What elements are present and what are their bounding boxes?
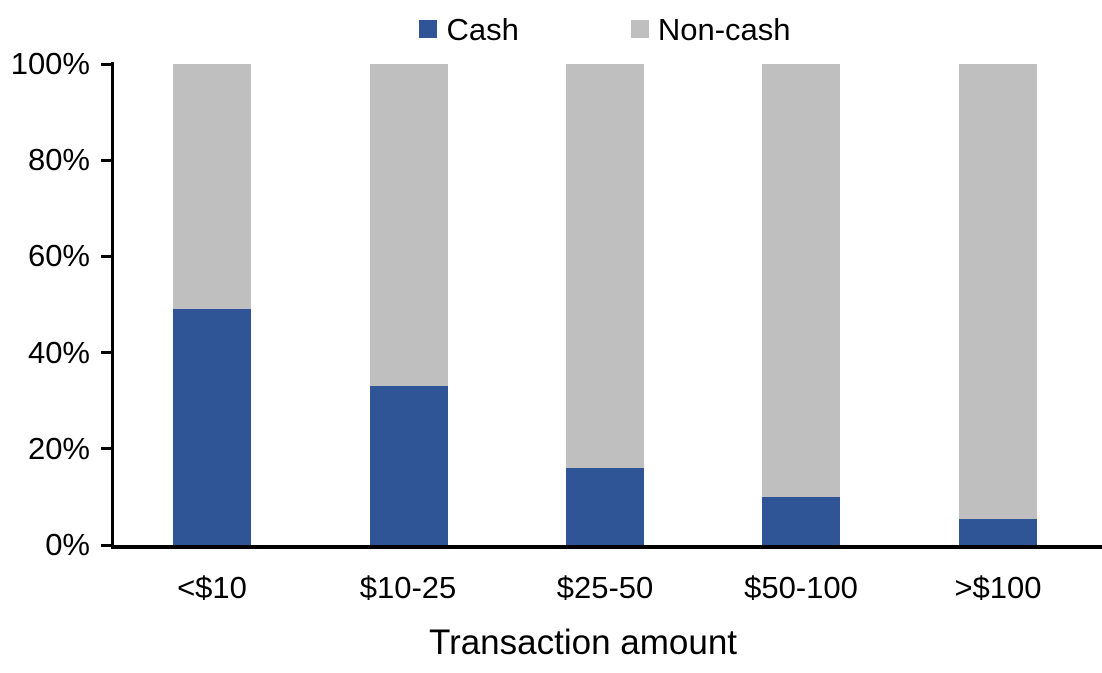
- x-axis-title: Transaction amount: [428, 623, 738, 662]
- legend-swatch-cash: [419, 20, 438, 38]
- bar-segment-cash: [173, 309, 251, 545]
- bar-25-50: [566, 64, 644, 545]
- y-tick-label: 40%: [27, 335, 90, 370]
- y-tick-mark: [101, 159, 111, 162]
- bar-segment-non-cash: [762, 64, 840, 497]
- x-tick-label: $50-100: [744, 570, 858, 605]
- bar-segment-cash: [566, 468, 644, 545]
- bar-50-100: [762, 64, 840, 545]
- y-tick-label: 20%: [27, 431, 90, 466]
- bar-100: [959, 64, 1037, 545]
- legend-item-cash: Cash: [419, 11, 519, 47]
- bar-10: [173, 64, 251, 545]
- x-axis-line: [111, 545, 1102, 549]
- plot-area: [114, 64, 1096, 545]
- y-tick-mark: [101, 351, 111, 354]
- bar-segment-non-cash: [959, 64, 1037, 519]
- legend-label-non-cash: Non-cash: [657, 11, 791, 47]
- x-tick-label: $10-25: [359, 570, 457, 605]
- y-tick-mark: [101, 63, 111, 66]
- y-tick-mark: [101, 447, 111, 450]
- bar-segment-cash: [959, 518, 1037, 545]
- y-tick-mark: [101, 544, 111, 547]
- legend-item-non-cash: Non-cash: [630, 11, 791, 47]
- x-tick-label: >$100: [954, 570, 1042, 605]
- x-tick-label: $25-50: [556, 570, 654, 605]
- bar-segment-non-cash: [173, 64, 251, 310]
- y-tick-label: 100%: [10, 46, 90, 81]
- y-tick-label: 80%: [27, 142, 90, 177]
- chart-legend: Cash Non-cash: [114, 10, 1096, 48]
- y-tick-label: 0%: [45, 527, 90, 562]
- bar-segment-cash: [370, 386, 448, 545]
- bar-segment-cash: [762, 496, 840, 545]
- bar-10-25: [370, 64, 448, 545]
- legend-swatch-non-cash: [630, 20, 649, 38]
- x-tick-label: <$10: [177, 570, 247, 605]
- legend-label-cash: Cash: [446, 11, 519, 47]
- y-tick-mark: [101, 255, 111, 258]
- y-tick-label: 60%: [27, 238, 90, 273]
- bar-segment-non-cash: [370, 64, 448, 387]
- bar-segment-non-cash: [566, 64, 644, 469]
- y-axis-line: [111, 62, 114, 549]
